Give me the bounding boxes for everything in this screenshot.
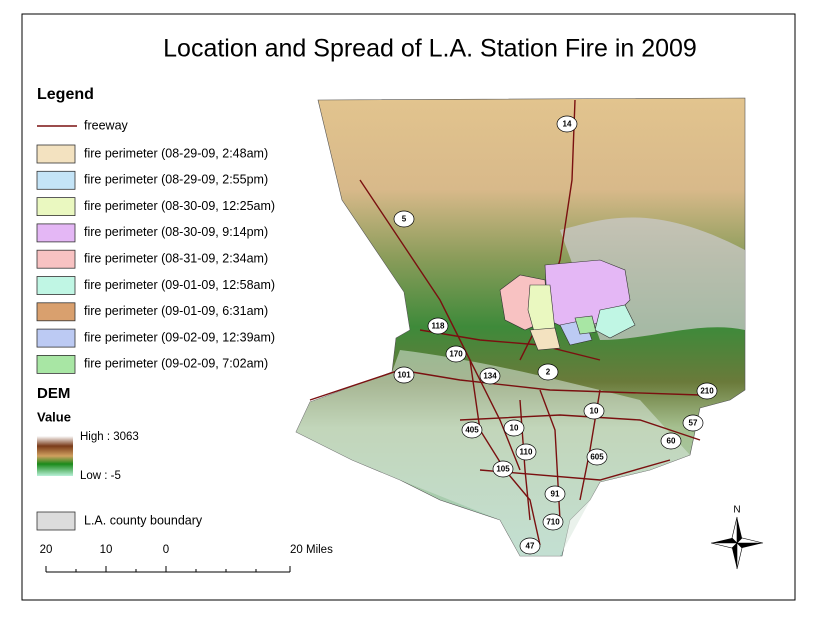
freeway-number: 10 xyxy=(510,424,519,433)
freeway-number: 91 xyxy=(551,490,560,499)
freeway-number: 101 xyxy=(397,371,411,380)
freeway-number: 405 xyxy=(465,426,479,435)
freeway-number: 5 xyxy=(402,215,407,224)
freeway-number: 110 xyxy=(520,448,533,457)
legend-label: fire perimeter (08-29-09, 2:48am) xyxy=(84,146,268,160)
perimeter-swatch xyxy=(36,144,76,164)
perimeter-swatch xyxy=(36,197,76,217)
dem-low: Low : -5 xyxy=(80,470,121,482)
freeway-shield xyxy=(660,432,682,450)
legend-label: fire perimeter (09-02-09, 7:02am) xyxy=(84,357,268,371)
freeway-number: 105 xyxy=(496,465,510,474)
basin xyxy=(296,350,690,556)
boundary-swatch xyxy=(36,511,76,531)
freeway-lines xyxy=(309,99,701,546)
scale-label: 20 Miles xyxy=(290,544,333,556)
freeway-shield xyxy=(544,485,566,503)
perimeter-swatch xyxy=(36,302,76,322)
freeway-number: 134 xyxy=(483,372,497,381)
dem-ramp xyxy=(37,436,73,476)
freeway-number: 57 xyxy=(689,419,698,428)
dem-high: High : 3063 xyxy=(80,431,139,443)
freeway-shield xyxy=(556,115,578,133)
north-label: N xyxy=(733,505,740,516)
freeway-shield xyxy=(583,402,605,420)
dem-value-heading: Value xyxy=(37,409,71,424)
freeway-shield xyxy=(586,448,608,466)
freeway-shields: 14 5 118 170 101 134 2 210 10 405 10 110 605 60 57 105 9… xyxy=(393,115,718,555)
scale-label: 20 xyxy=(40,544,53,556)
freeway-shield xyxy=(461,421,483,439)
freeway-shield xyxy=(696,382,718,400)
freeway-shield xyxy=(503,419,525,437)
perimeter-swatch xyxy=(36,354,76,374)
legend-heading: Legend xyxy=(37,86,94,103)
freeway-number: 710 xyxy=(546,518,560,527)
legend-label: fire perimeter (09-02-09, 12:39am) xyxy=(84,330,275,344)
freeway-number: 210 xyxy=(700,387,714,396)
freeway-shield xyxy=(393,210,415,228)
map-title: Location and Spread of L.A. Station Fire… xyxy=(163,35,697,63)
scale-bar: 20 10 0 20 Miles xyxy=(40,544,333,573)
freeway-shield xyxy=(515,443,537,461)
freeway-number: 14 xyxy=(563,120,572,129)
freeway-number: 60 xyxy=(667,437,676,446)
perimeter-swatch xyxy=(36,328,76,348)
freeway-number: 10 xyxy=(590,407,599,416)
scale-label: 0 xyxy=(163,544,169,556)
legend-label: fire perimeter (09-01-09, 12:58am) xyxy=(84,278,275,292)
dem-heading: DEM xyxy=(37,385,70,402)
perimeter-legend: fire perimeter (08-29-09, 2:48am) fire pe… xyxy=(36,144,275,374)
legend-label: freeway xyxy=(84,118,129,132)
legend-label: fire perimeter (08-29-09, 2:55pm) xyxy=(84,173,268,187)
perimeter-swatch xyxy=(36,249,76,269)
north-arrow: N xyxy=(710,505,764,570)
perimeter-swatch xyxy=(36,223,76,243)
legend-label: fire perimeter (08-30-09, 9:14pm) xyxy=(84,225,268,239)
perimeter-swatch xyxy=(36,276,76,295)
freeway-shield xyxy=(519,537,541,555)
freeway-shield xyxy=(492,460,514,478)
perimeter-swatch xyxy=(36,170,76,190)
legend-label: fire perimeter (08-30-09, 12:25am) xyxy=(84,199,275,213)
freeway-shield xyxy=(427,317,449,335)
freeway-shield xyxy=(479,367,501,385)
freeway-number: 170 xyxy=(449,350,463,359)
freeway-shield xyxy=(682,414,704,432)
legend-label: fire perimeter (08-31-09, 2:34am) xyxy=(84,251,268,265)
freeway-shield xyxy=(393,366,415,384)
freeway-shield xyxy=(542,513,564,531)
freeway-shield xyxy=(537,363,559,381)
freeway-number: 118 xyxy=(432,322,445,331)
freeway-number: 605 xyxy=(590,453,604,462)
legend-label: fire perimeter (09-01-09, 6:31am) xyxy=(84,304,268,318)
freeway-number: 2 xyxy=(546,368,551,377)
fire-area xyxy=(499,259,636,351)
legend-label: L.A. county boundary xyxy=(84,513,203,527)
freeway-shield xyxy=(445,345,467,363)
scale-label: 10 xyxy=(100,544,113,556)
freeway-number: 47 xyxy=(526,542,535,551)
